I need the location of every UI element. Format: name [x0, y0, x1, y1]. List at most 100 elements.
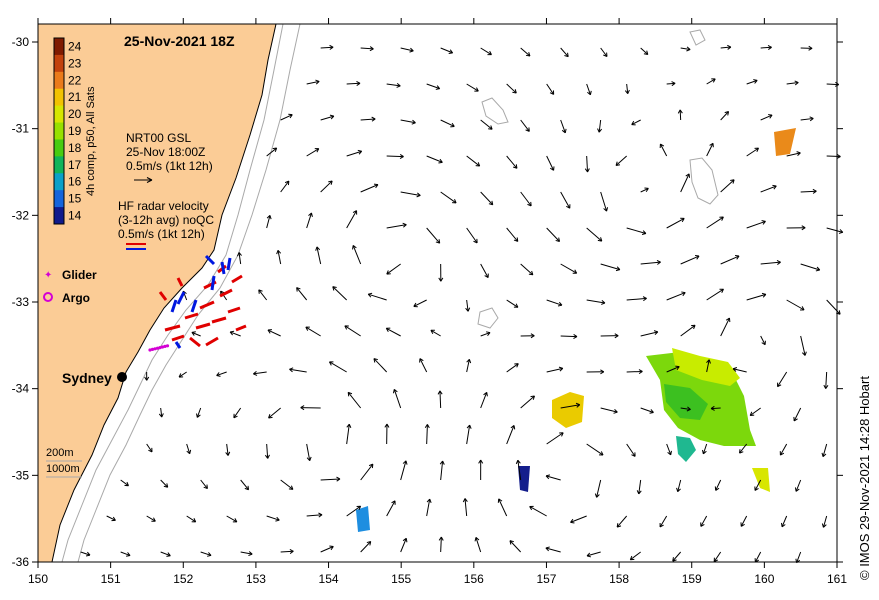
- current-vector: [160, 479, 169, 488]
- current-vector-head: [346, 423, 352, 429]
- current-vector: [546, 227, 560, 242]
- current-vector: [320, 478, 341, 481]
- current-vector: [440, 460, 444, 481]
- current-vector: [560, 263, 577, 274]
- current-vector-head: [384, 423, 390, 428]
- current-vector: [740, 515, 748, 527]
- current-vector-head: [462, 498, 468, 503]
- current-vector-head: [268, 414, 273, 419]
- current-vector-head: [615, 161, 621, 167]
- current-vector-head: [761, 292, 767, 298]
- colorbar-tick-label: 24: [68, 39, 82, 53]
- radar-legend-scale: 0.5m/s (1kt 12h): [118, 227, 205, 241]
- current-vector: [640, 47, 649, 55]
- current-vector: [586, 443, 604, 456]
- glider-point: [150, 347, 155, 351]
- current-vector-head: [730, 179, 735, 184]
- radar-vector: [204, 254, 216, 266]
- y-axis: -30 -31 -32 -33 -34 -35 -36: [12, 35, 843, 569]
- x-tick-label: 154: [319, 572, 339, 586]
- x-tick-label: 156: [464, 572, 484, 586]
- current-vector-head: [838, 229, 844, 234]
- current-vector-head: [700, 522, 705, 527]
- radar-vector: [189, 336, 201, 348]
- current-vector: [626, 370, 643, 373]
- glider-point: [160, 345, 165, 349]
- current-vector-head: [356, 80, 361, 86]
- current-vector-head: [306, 456, 312, 462]
- current-vector-head: [373, 358, 378, 363]
- current-vector-head: [288, 113, 293, 119]
- current-vector-head: [439, 460, 445, 465]
- current-vector: [781, 515, 788, 528]
- current-vector-head: [352, 245, 357, 250]
- current-vector-head: [719, 216, 724, 221]
- current-vector: [475, 537, 482, 553]
- current-vector: [529, 506, 547, 517]
- current-vector: [800, 335, 806, 356]
- current-vector-head: [676, 487, 681, 493]
- current-vector-head: [284, 180, 290, 186]
- current-vector: [596, 479, 602, 498]
- current-vector-head: [528, 270, 534, 276]
- colorbar-swatch: [54, 105, 64, 124]
- current-vector: [226, 443, 229, 456]
- radar-vector: [219, 288, 233, 298]
- current-vector-head: [510, 425, 516, 430]
- current-vector-head: [527, 201, 532, 207]
- current-vector-head: [191, 518, 197, 523]
- current-vector-head: [438, 158, 443, 164]
- current-vector: [346, 210, 357, 229]
- current-vector-head: [677, 109, 683, 114]
- colorbar-swatch: [54, 173, 64, 191]
- current-vector: [413, 299, 427, 307]
- current-vector-head: [514, 363, 519, 368]
- current-vector: [466, 83, 479, 92]
- current-vector: [760, 335, 766, 345]
- current-vector: [800, 117, 814, 121]
- current-vector: [320, 180, 333, 193]
- current-vector-head: [452, 199, 457, 204]
- current-vector-head: [801, 225, 806, 231]
- current-vector: [666, 217, 685, 229]
- current-vector: [616, 515, 628, 528]
- glider-point: [163, 344, 167, 348]
- current-vector-head: [761, 340, 766, 346]
- current-vector-head: [411, 119, 416, 125]
- current-vector: [659, 515, 668, 528]
- current-vector-head: [391, 500, 396, 505]
- sydney-marker: [117, 372, 127, 382]
- current-vector: [700, 515, 708, 527]
- current-vector: [720, 317, 730, 337]
- current-vector: [795, 479, 802, 492]
- current-vector-head: [584, 168, 590, 173]
- current-vector-head: [486, 331, 491, 336]
- current-vector: [160, 407, 163, 418]
- current-vector: [786, 299, 805, 311]
- current-vector-head: [772, 184, 777, 190]
- current-vector-head: [587, 90, 592, 96]
- current-vector-head: [549, 90, 555, 95]
- current-vector-head: [681, 291, 686, 297]
- current-vector-head: [767, 45, 772, 50]
- current-vector-head: [366, 541, 372, 546]
- current-vector-head: [513, 303, 519, 308]
- current-vector: [638, 479, 642, 495]
- current-vector-head: [473, 238, 478, 244]
- current-vector: [626, 227, 647, 234]
- current-vector: [360, 541, 372, 553]
- current-vector: [715, 479, 722, 491]
- current-vector: [106, 515, 116, 521]
- current-vector: [720, 111, 729, 121]
- x-tick-label: 150: [28, 572, 48, 586]
- current-vector: [739, 443, 748, 454]
- current-vector-head: [601, 300, 606, 305]
- current-vector: [466, 155, 480, 167]
- current-vector: [706, 78, 716, 85]
- current-vector: [822, 443, 828, 457]
- current-vector: [277, 250, 282, 265]
- current-vector-head: [529, 505, 534, 511]
- radar-vector: [227, 306, 241, 314]
- argo-marker-symbol: [43, 292, 53, 302]
- current-vector: [586, 83, 591, 95]
